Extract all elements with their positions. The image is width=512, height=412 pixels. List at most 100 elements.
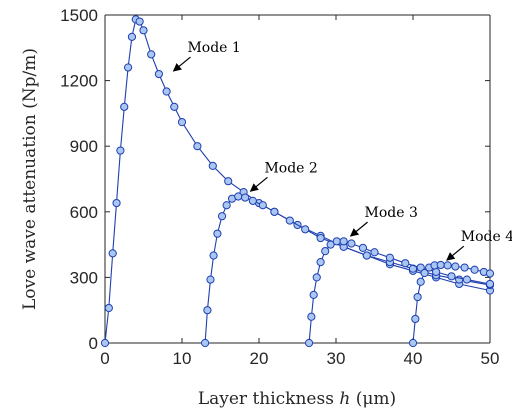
data-point: [309, 290, 318, 299]
data-point: [370, 248, 379, 257]
data-point: [177, 118, 187, 127]
data-point: [120, 102, 129, 111]
data-point: [147, 50, 156, 59]
data-point: [347, 239, 356, 248]
data-point: [209, 251, 218, 260]
data-point: [224, 177, 233, 186]
data-point: [447, 272, 456, 281]
data-point: [460, 263, 469, 272]
axis-ticks: 0 10 20 30 40 50 0 300 600 900 1200 1500: [60, 6, 499, 368]
data-point: [411, 314, 420, 324]
data-point: [258, 201, 267, 210]
y-tick-label: 900: [70, 137, 98, 156]
data-point: [135, 17, 144, 26]
y-tick-label: 1500: [60, 6, 98, 25]
x-tick-label: 0: [100, 349, 109, 368]
data-point: [127, 32, 137, 41]
data-point: [162, 87, 171, 96]
series-mode-2: [201, 192, 495, 348]
series-line: [104, 18, 491, 344]
y-tick-label: 0: [89, 334, 98, 353]
x-tick-label: 40: [404, 349, 423, 368]
data-point: [451, 262, 460, 271]
annotation-arrow: [349, 221, 368, 237]
data-point: [416, 263, 425, 272]
x-axis-title: Layer thickness h (μm): [198, 389, 396, 409]
annotation-label: Mode 3: [365, 205, 418, 221]
x-tick-label: 20: [250, 349, 269, 368]
data-point: [213, 229, 222, 238]
series-line: [308, 240, 491, 344]
data-point: [112, 198, 121, 208]
data-point: [470, 265, 479, 274]
data-point: [316, 233, 325, 243]
data-point: [408, 338, 418, 348]
data-point: [234, 192, 243, 201]
y-axis-title: Love wave attenuation (Np/m): [20, 48, 40, 310]
data-point: [307, 312, 316, 321]
y-tick-label: 1200: [60, 72, 98, 91]
data-point: [248, 196, 257, 205]
series-line: [204, 195, 491, 344]
annotation-mode-2: Mode 2: [249, 160, 318, 192]
annotation-mode-1: Mode 1: [172, 40, 241, 72]
y-tick-label: 600: [70, 203, 98, 222]
data-point: [332, 237, 341, 246]
annotation-label: Mode 2: [264, 160, 317, 176]
data-point: [206, 275, 215, 284]
data-point: [222, 201, 231, 210]
annotation-arrow: [249, 176, 268, 192]
data-point: [217, 212, 227, 221]
data-point: [413, 292, 422, 302]
data-point: [104, 303, 113, 313]
data-point: [312, 273, 321, 282]
data-point: [139, 26, 148, 35]
annotation-arrow: [446, 245, 465, 261]
data-point: [362, 251, 371, 260]
data-point: [304, 338, 314, 348]
data-point: [420, 268, 429, 278]
data-point: [416, 277, 425, 286]
x-tick-label: 10: [173, 349, 192, 368]
y-tick-label: 300: [70, 268, 98, 287]
data-point: [401, 259, 410, 268]
data-point: [124, 63, 133, 72]
data-point: [443, 261, 452, 270]
data-point: [285, 216, 294, 225]
data-point: [485, 279, 495, 289]
series-layer: [100, 15, 495, 348]
data-point: [436, 260, 445, 270]
x-tick-label: 30: [327, 349, 346, 368]
annotation-mode-4: Mode 4: [446, 229, 512, 261]
data-point: [326, 240, 335, 249]
data-point: [108, 249, 117, 258]
data-point: [321, 247, 330, 256]
data-point: [432, 267, 441, 277]
data-point: [358, 243, 368, 252]
series-mode-1: [100, 15, 495, 348]
annotation-arrow: [172, 56, 191, 72]
data-point: [154, 69, 163, 79]
series-mode-3: [304, 237, 495, 348]
data-point: [462, 275, 471, 284]
data-point: [208, 161, 217, 170]
data-point: [116, 146, 125, 155]
data-point: [485, 269, 495, 278]
data-point: [385, 253, 394, 262]
data-point: [301, 225, 310, 234]
data-point: [339, 237, 348, 246]
data-point: [270, 207, 279, 216]
annotation-label: Mode 4: [461, 229, 512, 245]
data-point: [316, 257, 325, 267]
plot-frame: [104, 14, 491, 344]
data-point: [193, 142, 202, 151]
annotation-label: Mode 1: [187, 40, 240, 56]
annotation-mode-3: Mode 3: [349, 205, 418, 237]
data-point: [170, 102, 179, 111]
series-mode-4: [408, 260, 495, 348]
data-point: [203, 306, 212, 315]
x-tick-label: 50: [481, 349, 500, 368]
data-point: [100, 338, 110, 348]
annotation-layer: Mode 1 Mode 2 Mode 3 Mode 4: [172, 40, 512, 261]
